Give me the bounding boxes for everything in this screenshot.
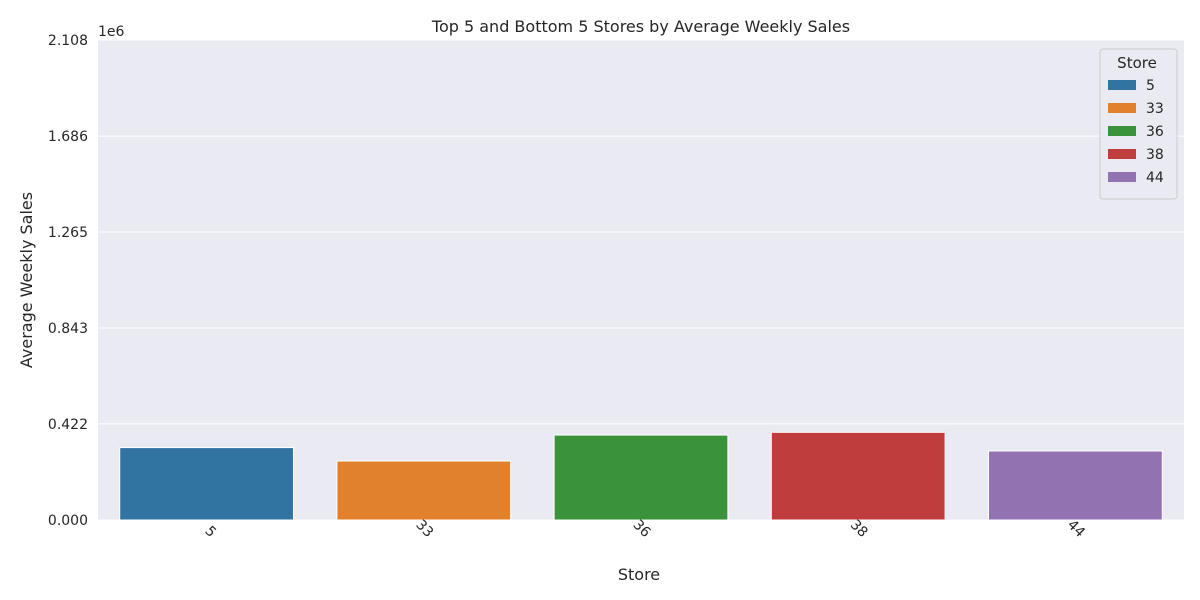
x-tick-label: 36 [630,517,654,541]
legend-swatch-5 [1108,80,1136,90]
y-tick-label: 0.843 [48,321,88,337]
legend: Store 5 33 36 38 44 [1099,48,1178,200]
legend-label: 5 [1146,78,1155,94]
y-tick-label: 0.000 [48,513,88,529]
y-tick-label: 0.422 [48,417,88,433]
legend-swatch-38 [1108,149,1136,159]
chart-title: Top 5 and Bottom 5 Stores by Average Wee… [431,17,850,36]
bar-store-36 [553,434,729,521]
x-tick-label: 5 [201,523,219,541]
legend-swatch-33 [1108,103,1136,113]
legend-swatch-36 [1108,126,1136,136]
legend-title: Store [1117,54,1157,72]
legend-swatch-44 [1108,172,1136,182]
bar-store-38 [770,431,946,521]
bar-store-44 [988,450,1163,521]
y-axis-label: Average Weekly Sales [17,192,36,368]
x-tick-label: 44 [1064,517,1088,541]
bar-store-5 [119,447,294,521]
y-tick-label: 1.265 [48,225,88,241]
legend-entries: 5 33 36 38 44 [1108,78,1164,186]
legend-label: 44 [1146,170,1164,186]
legend-label: 38 [1146,147,1164,163]
y-tick-label: 2.108 [48,33,88,49]
legend-label: 36 [1146,124,1164,140]
y-tick-labels: 0.000 0.422 0.843 1.265 1.686 2.108 [48,33,88,529]
x-axis-label: Store [618,565,660,584]
bar-store-33 [336,460,512,521]
x-tick-labels: 5 33 36 38 44 [201,517,1087,541]
y-tick-label: 1.686 [48,129,88,145]
bars [119,431,1163,521]
y-offset-label: 1e6 [98,24,125,40]
legend-label: 33 [1146,101,1164,117]
